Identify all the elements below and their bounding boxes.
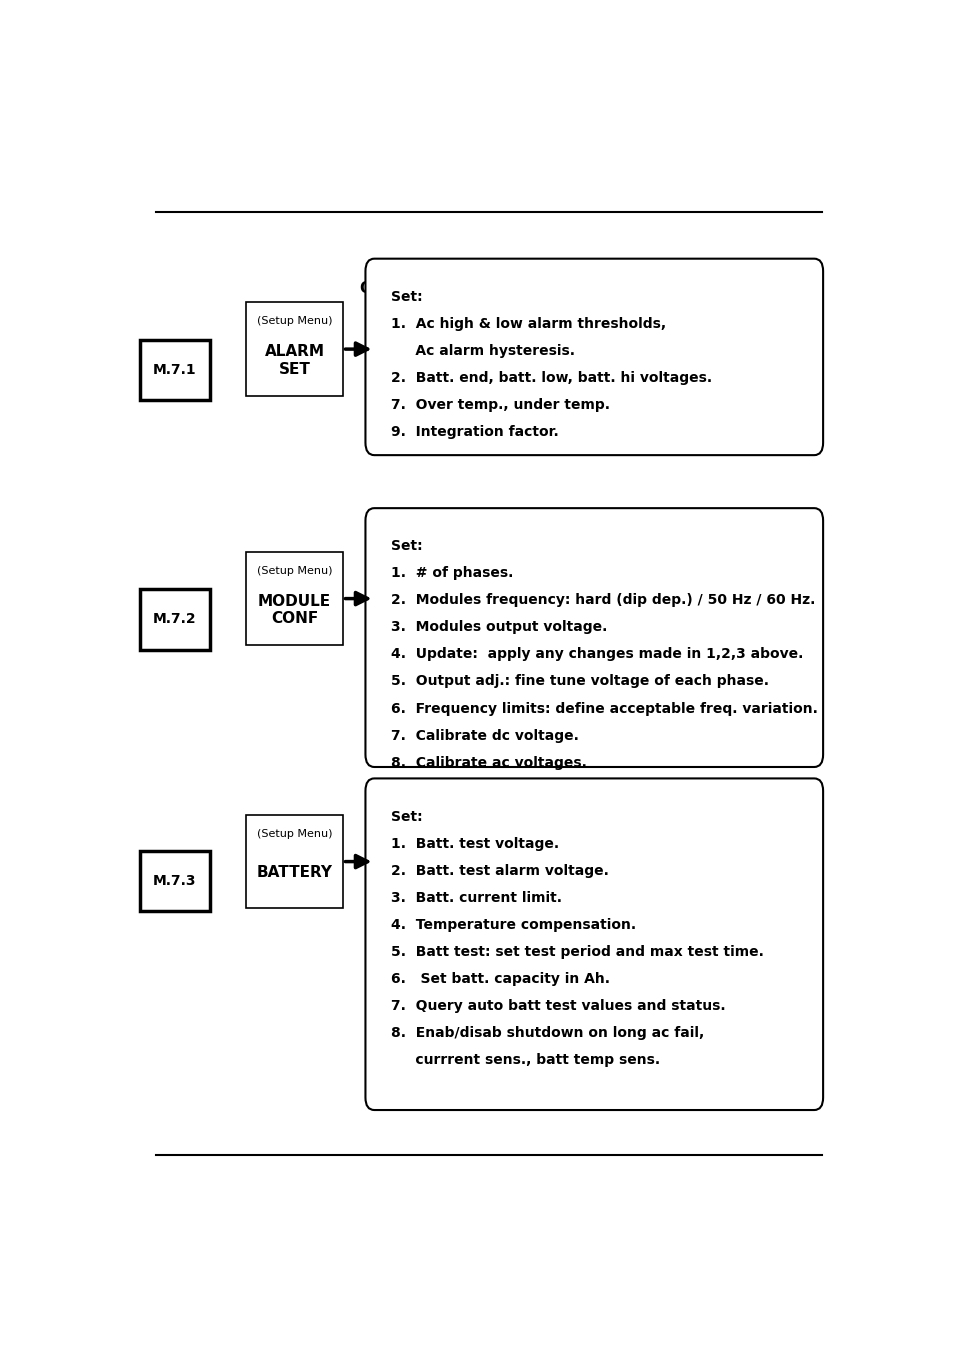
FancyBboxPatch shape (139, 852, 210, 911)
Text: 1.  # of phases.: 1. # of phases. (390, 567, 513, 580)
Text: 1.  Batt. test voltage.: 1. Batt. test voltage. (390, 837, 558, 850)
Text: 9.  Integration factor.: 9. Integration factor. (390, 425, 558, 439)
Text: 2.  Modules frequency: hard (dip dep.) / 50 Hz / 60 Hz.: 2. Modules frequency: hard (dip dep.) / … (390, 594, 814, 608)
Text: Options 1 on the Setup menu.: Options 1 on the Setup menu. (360, 281, 617, 296)
Text: 2.  Batt. end, batt. low, batt. hi voltages.: 2. Batt. end, batt. low, batt. hi voltag… (390, 371, 711, 385)
Text: 7.  Query auto batt test values and status.: 7. Query auto batt test values and statu… (390, 999, 724, 1012)
FancyBboxPatch shape (139, 589, 210, 649)
Text: Set:: Set: (390, 290, 422, 304)
Text: 1.  Ac high & low alarm thresholds,: 1. Ac high & low alarm thresholds, (390, 317, 665, 331)
Text: ALARM
SET: ALARM SET (264, 344, 324, 377)
Text: Option 3 on the Setup menu.: Option 3 on the Setup menu. (364, 794, 613, 809)
Text: (Setup Menu): (Setup Menu) (256, 316, 332, 327)
Text: Set:: Set: (390, 810, 422, 824)
Text: Ac alarm hysteresis.: Ac alarm hysteresis. (390, 344, 574, 358)
Text: BATTERY: BATTERY (256, 865, 333, 880)
Text: 8.  Enab/disab shutdown on long ac fail,: 8. Enab/disab shutdown on long ac fail, (390, 1026, 703, 1040)
FancyBboxPatch shape (365, 508, 822, 767)
FancyBboxPatch shape (246, 552, 342, 645)
Text: 7.  Over temp., under temp.: 7. Over temp., under temp. (390, 398, 609, 412)
Text: M.7.3: M.7.3 (152, 875, 196, 888)
FancyBboxPatch shape (365, 779, 822, 1110)
FancyBboxPatch shape (365, 259, 822, 455)
Text: 3.  Modules output voltage.: 3. Modules output voltage. (390, 621, 606, 634)
Text: 4.  Temperature compensation.: 4. Temperature compensation. (390, 918, 635, 932)
Text: (Setup Menu): (Setup Menu) (256, 829, 332, 838)
Text: 7.  Calibrate dc voltage.: 7. Calibrate dc voltage. (390, 729, 578, 742)
Text: 6.  Frequency limits: define acceptable freq. variation.: 6. Frequency limits: define acceptable f… (390, 702, 817, 716)
Text: 5.  Output adj.: fine tune voltage of each phase.: 5. Output adj.: fine tune voltage of eac… (390, 675, 768, 688)
FancyBboxPatch shape (139, 340, 210, 400)
Text: 8.  Calibrate ac voltages.: 8. Calibrate ac voltages. (390, 756, 586, 770)
Text: Set:: Set: (390, 540, 422, 553)
Text: 2.  Batt. test alarm voltage.: 2. Batt. test alarm voltage. (390, 864, 608, 878)
Text: 4.  Update:  apply any changes made in 1,2,3 above.: 4. Update: apply any changes made in 1,2… (390, 648, 802, 662)
Text: M.7.1: M.7.1 (152, 363, 196, 377)
Text: M.7.2: M.7.2 (152, 613, 196, 626)
Text: 5.  Batt test: set test period and max test time.: 5. Batt test: set test period and max te… (390, 945, 762, 958)
Text: 6.   Set batt. capacity in Ah.: 6. Set batt. capacity in Ah. (390, 972, 609, 986)
Text: Option 2 on the Setup menu.: Option 2 on the Setup menu. (364, 531, 613, 545)
Text: MODULE
CONF: MODULE CONF (257, 594, 331, 626)
Text: currrent sens., batt temp sens.: currrent sens., batt temp sens. (390, 1053, 659, 1066)
Text: 3.  Batt. current limit.: 3. Batt. current limit. (390, 891, 561, 904)
FancyBboxPatch shape (246, 815, 342, 909)
Text: (Setup Menu): (Setup Menu) (256, 566, 332, 575)
FancyBboxPatch shape (246, 302, 342, 396)
